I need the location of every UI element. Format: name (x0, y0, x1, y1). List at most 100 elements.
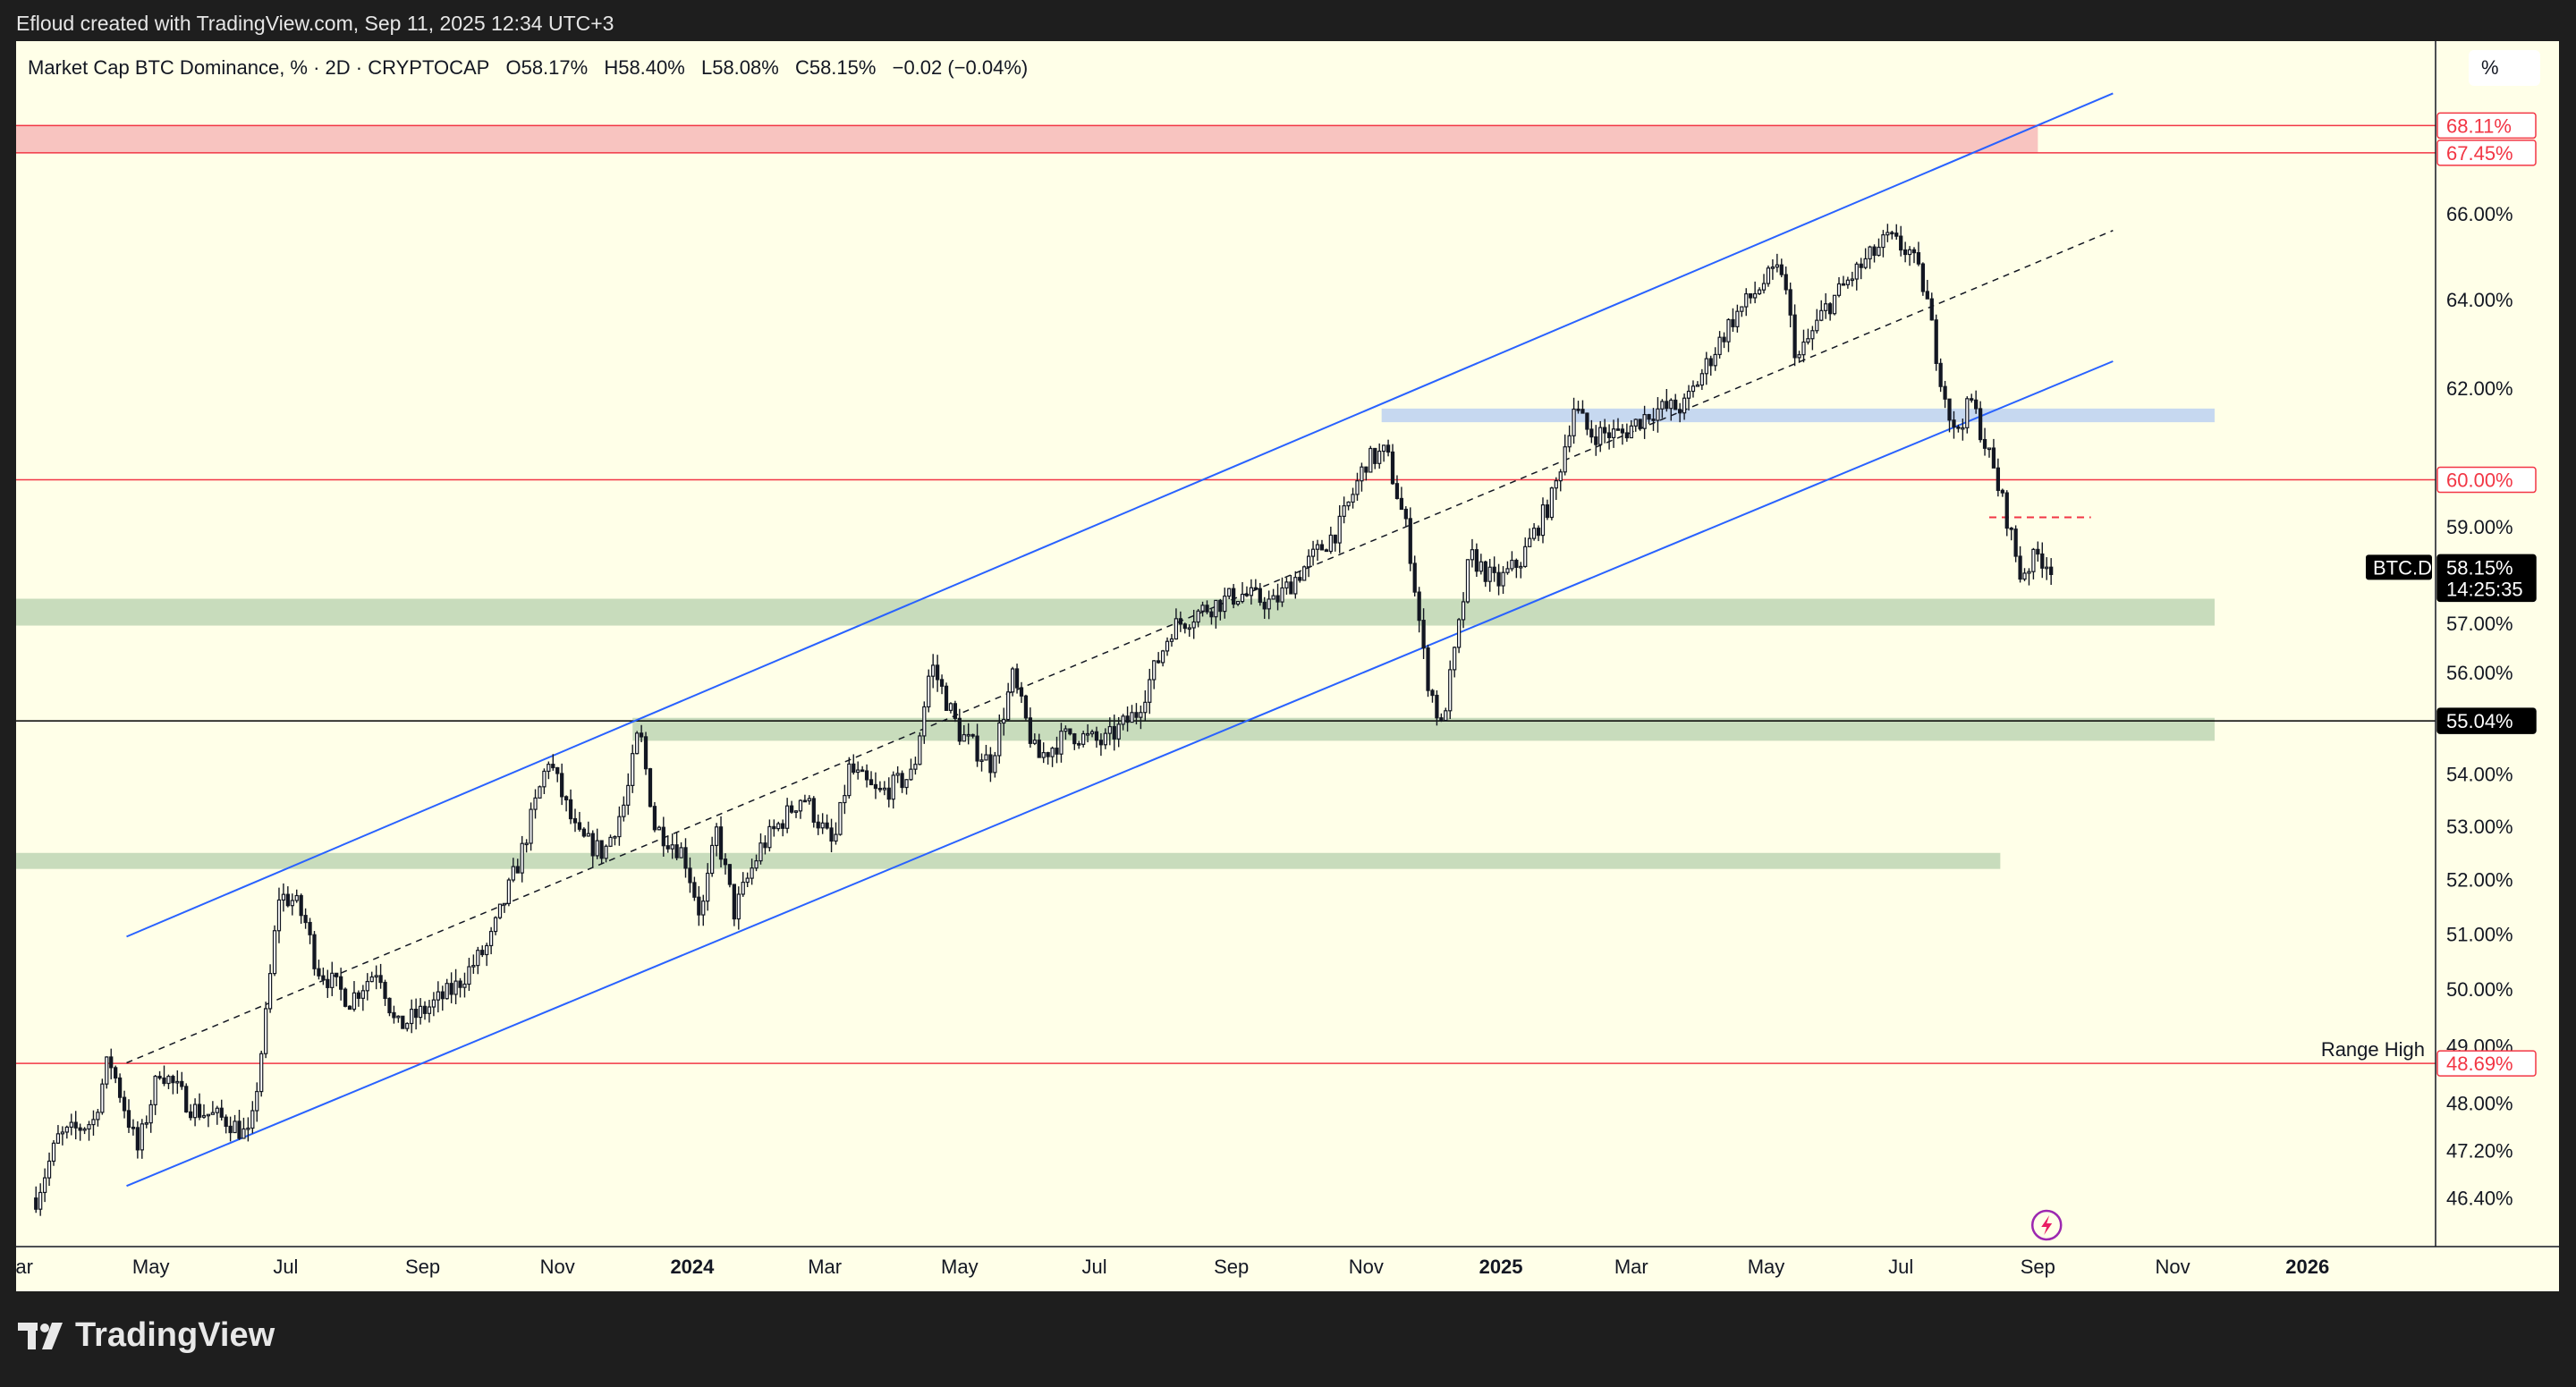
candle (957, 708, 962, 746)
candle (493, 916, 498, 935)
candle (816, 814, 820, 835)
candle (829, 818, 834, 853)
candle (1810, 326, 1815, 351)
lightning-icon[interactable] (2030, 1209, 2063, 1241)
candle (1656, 397, 1660, 433)
candle (1872, 244, 1877, 263)
candle (1726, 317, 1731, 352)
candle (1885, 224, 1890, 242)
candle (856, 761, 860, 780)
channel-upper-line[interactable] (126, 92, 2114, 938)
candle (939, 674, 945, 695)
candle (42, 1168, 47, 1203)
candle (476, 946, 480, 975)
legend-title: Market Cap BTC Dominance, % · 2D · CRYPT… (28, 56, 490, 79)
candle (1417, 587, 1421, 633)
candle (1717, 331, 1722, 359)
x-tick-label: 2024 (670, 1256, 715, 1278)
chart-area[interactable]: Mar May Jul Sep Nov 2024 Mar May Jul Sep Nov 2025 Ma… (16, 41, 2559, 1291)
candle (886, 777, 891, 808)
candle (560, 763, 564, 806)
candle (736, 886, 741, 930)
candle (665, 835, 670, 853)
candle (927, 669, 931, 713)
candle (1249, 579, 1254, 605)
price-label-value: 55.04% (2446, 710, 2513, 732)
x-tick-label: Nov (1349, 1256, 1384, 1278)
candle (1456, 618, 1462, 654)
candle (877, 781, 883, 793)
candle (807, 795, 811, 805)
candle (670, 833, 674, 859)
candle (754, 854, 758, 872)
candle (1735, 304, 1740, 333)
tradingview-brand[interactable]: TradingView (18, 1316, 275, 1355)
y-tick-label: 56.00% (2446, 662, 2513, 684)
candle (1298, 571, 1302, 583)
candle (1174, 608, 1179, 640)
candle (1421, 608, 1426, 659)
candle (988, 747, 993, 782)
candle (997, 714, 1002, 764)
candle (581, 827, 587, 838)
candle (1845, 276, 1851, 289)
candle (413, 998, 419, 1030)
candle (577, 811, 582, 832)
candle (1098, 733, 1104, 757)
zone-1 (1381, 408, 2215, 423)
price-label-0: 68.11% (2436, 112, 2537, 140)
candle (1191, 609, 1196, 639)
candle (1576, 401, 1580, 414)
candle (631, 744, 635, 793)
candle (714, 823, 719, 857)
candle (1894, 224, 1899, 241)
channel-middle-line[interactable] (126, 230, 2114, 1064)
candle (1784, 266, 1788, 295)
candle (140, 1119, 144, 1159)
candle (643, 732, 648, 775)
x-tick-label: Sep (1214, 1256, 1249, 1278)
candle (264, 1002, 268, 1059)
candle (1956, 424, 1961, 433)
candle (1731, 308, 1735, 333)
candle (69, 1113, 73, 1136)
candle (1284, 577, 1289, 596)
candle (502, 902, 507, 913)
candle (2045, 557, 2049, 580)
candle (60, 1126, 65, 1146)
candle (2022, 568, 2027, 581)
y-tick-label: 54.00% (2446, 764, 2513, 786)
candle (966, 723, 970, 745)
price-label-value: 67.45% (2446, 142, 2513, 165)
candle (599, 840, 604, 865)
price-label-4: 55.04% (2436, 707, 2537, 734)
candle (683, 838, 688, 878)
candle (718, 816, 724, 867)
candle (1014, 664, 1020, 694)
horizontal-levels-layer (16, 124, 2436, 1064)
candle (1528, 528, 1532, 547)
candle (1310, 540, 1316, 566)
candle (1779, 258, 1784, 278)
candle (369, 971, 374, 983)
candle (250, 1101, 255, 1134)
candle (1068, 728, 1072, 736)
candle (750, 858, 754, 885)
candle (330, 961, 335, 996)
scale-unit-button[interactable]: % (2469, 50, 2540, 86)
candle (356, 990, 361, 1007)
candle (210, 1101, 215, 1115)
candle (772, 819, 776, 837)
candle (2009, 527, 2013, 541)
candle (1050, 746, 1055, 767)
candle (1531, 523, 1537, 541)
candle (38, 1183, 43, 1216)
channel-lower-line[interactable] (126, 360, 2114, 1188)
candle (1982, 427, 1987, 456)
candle (175, 1070, 180, 1095)
candle (1686, 385, 1691, 411)
candle (1501, 566, 1505, 595)
price-chart[interactable]: Mar May Jul Sep Nov 2024 Mar May Jul Sep Nov 2025 Ma… (16, 41, 2559, 1291)
candle (96, 1109, 100, 1127)
candle (100, 1078, 105, 1115)
